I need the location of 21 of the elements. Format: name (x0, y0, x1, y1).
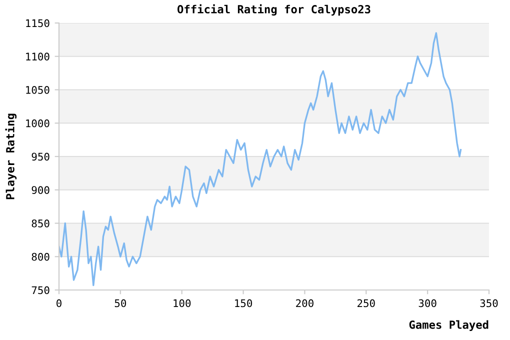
y-tick-label: 1050 (26, 86, 50, 94)
y-tick-label: 750 (32, 286, 50, 294)
y-tick-label: 800 (32, 252, 50, 261)
y-axis-title: Player Rating (5, 114, 17, 200)
y-tick-label: 1150 (26, 19, 50, 28)
y-tick-label: 1100 (26, 52, 50, 61)
chart-title: Official Rating for Calypso23 (178, 4, 370, 16)
y-tick-label: 1000 (26, 119, 50, 128)
x-axis-title: Games Played (409, 320, 488, 332)
x-tick-label: 200 (296, 299, 314, 308)
x-tick-label: 250 (358, 299, 375, 308)
line-series (59, 32, 462, 286)
x-tick-label: 300 (418, 299, 436, 308)
y-tick-label: 850 (32, 220, 50, 228)
x-tick-label: 100 (174, 299, 191, 308)
x-tick-label: 150 (235, 299, 252, 308)
x-tick-label: 350 (480, 299, 498, 308)
x-tick-label: 0 (56, 299, 62, 308)
y-tick-label: 950 (32, 152, 50, 161)
y-tick-label: 900 (32, 186, 50, 194)
x-tick-label: 50 (114, 299, 126, 308)
